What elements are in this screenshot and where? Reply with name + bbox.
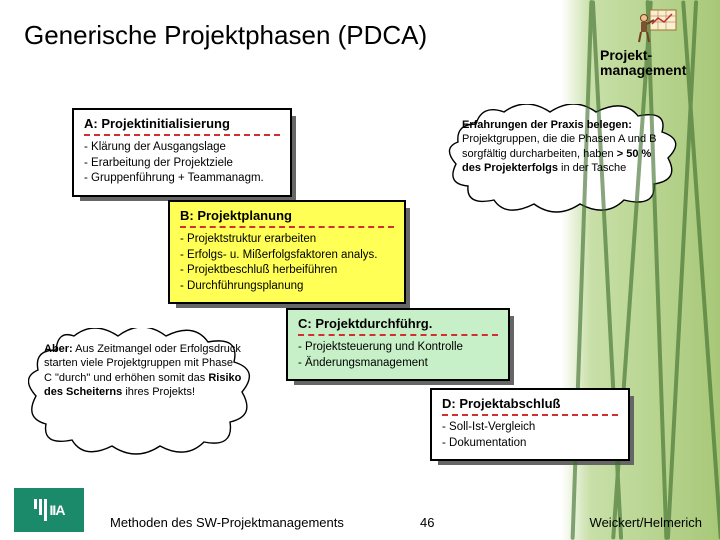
logo: IIA — [14, 488, 84, 532]
phase-box-d: D: Projektabschluß - Soll-Ist-Vergleich … — [430, 388, 630, 461]
phase-box-c: C: Projektdurchführg. - Projektsteuerung… — [286, 308, 510, 381]
phase-a-items: - Klärung der Ausgangslage - Erarbeitung… — [84, 140, 280, 187]
cloud-right: Erfahrungen der Praxis belegen: Projektg… — [446, 104, 686, 214]
pm-label-line2: management — [600, 62, 686, 78]
phase-c-items: - Projektsteuerung und Kontrolle - Änder… — [298, 340, 498, 371]
phase-b-items: - Projektstruktur erarbeiten - Erfolgs- … — [180, 232, 394, 294]
cloud-right-text: Erfahrungen der Praxis belegen: Projektg… — [462, 118, 670, 175]
cloud-left-text: Aber: Aus Zeitmangel oder Erfolgsdruck s… — [44, 342, 242, 399]
cloud-left: Aber: Aus Zeitmangel oder Erfolgsdruck s… — [28, 328, 258, 458]
phase-box-b: B: Projektplanung - Projektstruktur erar… — [168, 200, 406, 304]
presenter-icon — [636, 8, 680, 46]
pm-label-line1: Projekt- — [600, 47, 652, 63]
footer-right: Weickert/Helmerich — [590, 515, 702, 530]
phase-d-title: D: Projektabschluß — [442, 396, 618, 411]
pm-label: Projekt- management — [600, 48, 686, 77]
phase-a-title: A: Projektinitialisierung — [84, 116, 280, 131]
footer-page-number: 46 — [420, 515, 434, 530]
footer-left: Methoden des SW-Projektmanagements — [110, 515, 344, 530]
phase-d-items: - Soll-Ist-Vergleich - Dokumentation — [442, 420, 618, 451]
phase-b-title: B: Projektplanung — [180, 208, 394, 223]
page-title: Generische Projektphasen (PDCA) — [24, 20, 427, 51]
logo-text: IIA — [50, 502, 65, 518]
phase-box-a: A: Projektinitialisierung - Klärung der … — [72, 108, 292, 197]
phase-c-title: C: Projektdurchführg. — [298, 316, 498, 331]
